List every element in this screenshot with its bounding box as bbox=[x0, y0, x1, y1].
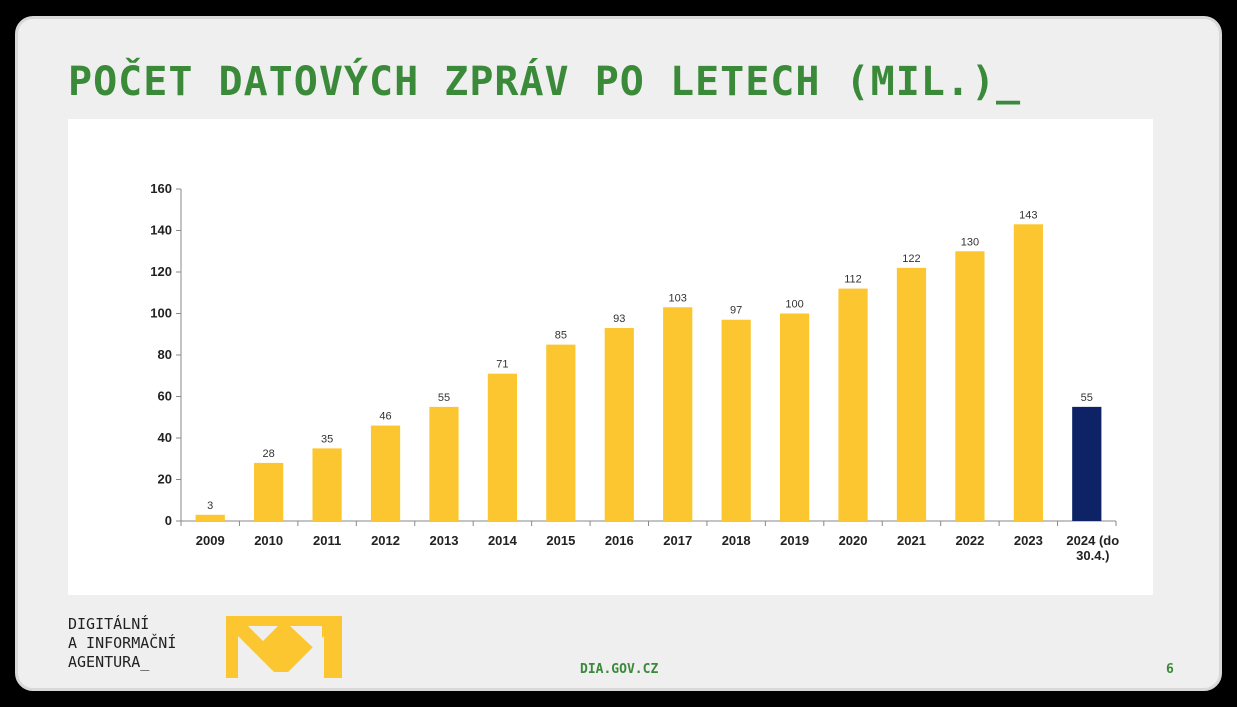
x-category-label: 2016 bbox=[605, 533, 634, 548]
org-name-line-3: AGENTURA_ bbox=[68, 653, 150, 671]
x-category-label: 2023 bbox=[1014, 533, 1043, 548]
bar bbox=[195, 514, 225, 521]
bar bbox=[838, 288, 868, 521]
y-tick-label: 60 bbox=[158, 389, 172, 404]
y-tick-label: 160 bbox=[150, 181, 172, 196]
bar-value-label: 100 bbox=[785, 299, 803, 311]
x-category-label: 2012 bbox=[371, 533, 400, 548]
bar-value-label: 143 bbox=[1019, 209, 1037, 221]
bar-value-label: 55 bbox=[438, 392, 450, 404]
x-category-label: 2014 bbox=[488, 533, 518, 548]
x-category-label: 2013 bbox=[430, 533, 459, 548]
y-tick-label: 80 bbox=[158, 347, 172, 362]
x-category-label: 2018 bbox=[722, 533, 751, 548]
org-name: DIGITÁLNÍ A INFORMAČNÍ AGENTURA_ bbox=[68, 615, 176, 672]
bar bbox=[1072, 406, 1102, 521]
bar-value-label: 46 bbox=[379, 411, 391, 423]
bar-value-label: 103 bbox=[669, 292, 687, 304]
bar-value-label: 97 bbox=[730, 305, 742, 317]
x-category-label: 2009 bbox=[196, 533, 225, 548]
y-tick-label: 20 bbox=[158, 472, 172, 487]
bar-value-label: 28 bbox=[263, 448, 275, 460]
x-category-label: 2022 bbox=[955, 533, 984, 548]
x-category-label: 2019 bbox=[780, 533, 809, 548]
bar-chart: 0 20 40 60 80 100 120 140 160 3 2009 28 2010 35 2011 46… bbox=[150, 181, 1119, 563]
bar bbox=[487, 373, 518, 521]
bar bbox=[429, 406, 459, 521]
bar bbox=[663, 307, 693, 521]
bar-value-label: 93 bbox=[613, 313, 625, 325]
bar bbox=[955, 251, 985, 521]
bar-value-label: 3 bbox=[207, 500, 213, 512]
x-category-label: 2011 bbox=[313, 533, 341, 548]
x-category-label: 30.4.) bbox=[1076, 548, 1109, 563]
bar bbox=[1013, 224, 1043, 521]
bar bbox=[312, 448, 342, 521]
bar bbox=[254, 462, 284, 521]
x-category-label: 2015 bbox=[546, 533, 575, 548]
y-tick-label: 40 bbox=[158, 430, 172, 445]
slide: POČET DATOVÝCH ZPRÁV PO LETECH (MIL.)_ 0… bbox=[15, 16, 1222, 691]
bar-value-label: 71 bbox=[496, 359, 508, 371]
dia-logo-icon bbox=[226, 616, 342, 678]
x-category-label: 2024 (do bbox=[1066, 533, 1119, 548]
bar bbox=[370, 425, 401, 521]
chart-panel: 0 20 40 60 80 100 120 140 160 3 2009 28 2010 35 2011 46… bbox=[68, 119, 1153, 595]
bar-value-label: 85 bbox=[555, 330, 567, 342]
bar bbox=[604, 328, 634, 521]
x-category-label: 2017 bbox=[663, 533, 692, 548]
bar bbox=[896, 267, 927, 521]
x-category-label: 2021 bbox=[897, 533, 926, 548]
y-tick-label: 140 bbox=[150, 223, 172, 238]
bar-value-label: 55 bbox=[1081, 392, 1093, 404]
x-category-label: 2010 bbox=[254, 533, 283, 548]
y-tick-label: 120 bbox=[150, 264, 172, 279]
org-name-line-2: A INFORMAČNÍ bbox=[68, 634, 177, 652]
website-link[interactable]: DIA.GOV.CZ bbox=[580, 662, 659, 677]
bar-value-label: 130 bbox=[961, 236, 979, 248]
bar-value-label: 112 bbox=[844, 274, 862, 286]
bar bbox=[721, 319, 751, 521]
bar bbox=[779, 313, 810, 521]
bar-value-label: 35 bbox=[321, 433, 333, 445]
slide-title: POČET DATOVÝCH ZPRÁV PO LETECH (MIL.)_ bbox=[68, 59, 1022, 105]
y-tick-label: 100 bbox=[150, 306, 172, 321]
bar bbox=[546, 344, 576, 521]
org-name-line-1: DIGITÁLNÍ bbox=[68, 615, 150, 633]
bar-value-label: 122 bbox=[902, 253, 920, 265]
page-number: 6 bbox=[1166, 662, 1174, 677]
y-tick-label: 0 bbox=[165, 513, 172, 528]
x-category-label: 2020 bbox=[839, 533, 868, 548]
